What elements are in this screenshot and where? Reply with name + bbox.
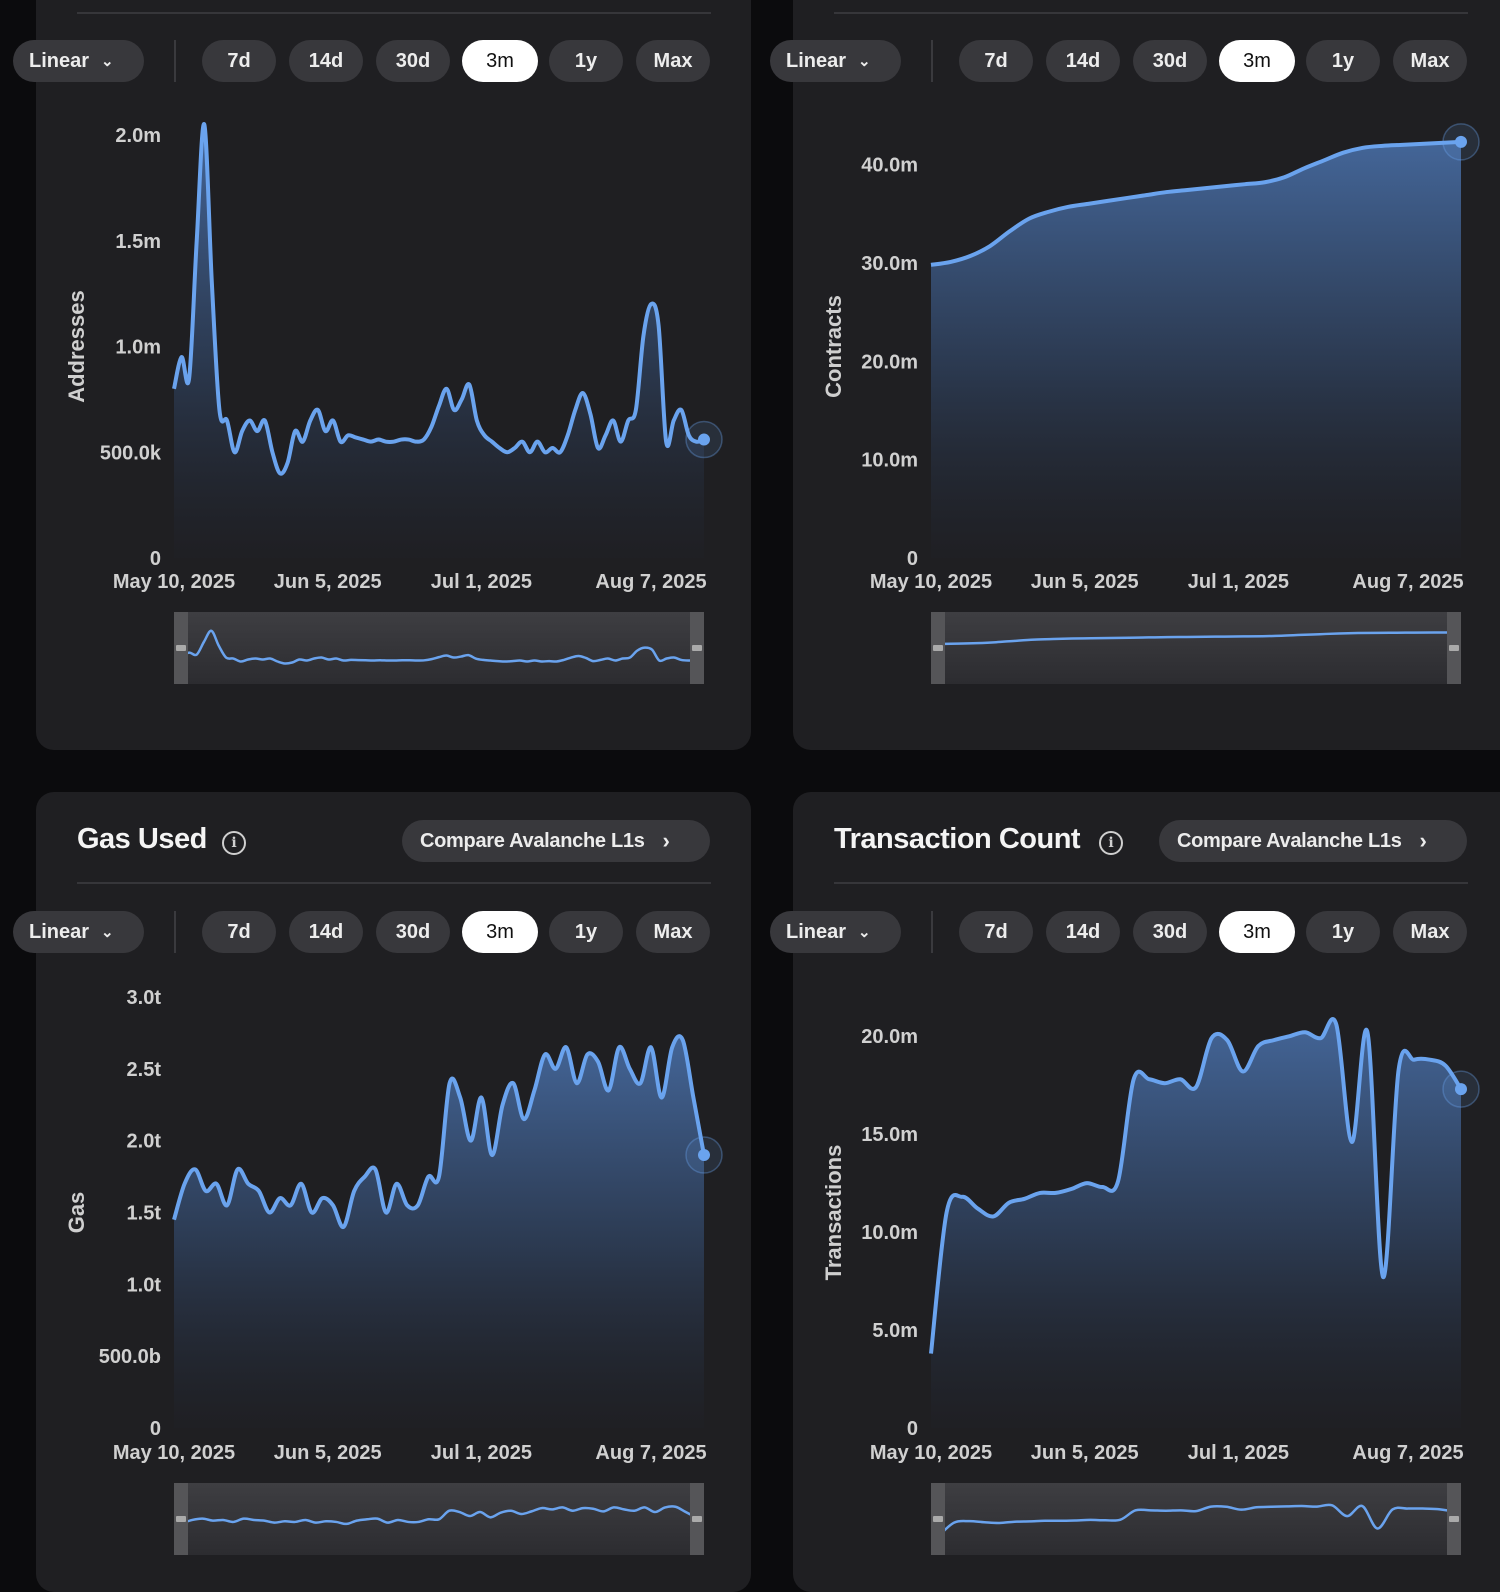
compare-avalanche-l1s-button[interactable]: Compare Avalanche L1s ›	[1159, 820, 1467, 862]
panel-title: Transaction Count	[834, 823, 1081, 855]
range-button-max[interactable]: Max	[1393, 40, 1467, 82]
controls-separator	[174, 40, 176, 82]
compare-avalanche-l1s-button[interactable]: Compare Avalanche L1s ›	[402, 820, 710, 862]
scale-dropdown[interactable]: Linear ⌄	[770, 911, 901, 953]
range-button-7d[interactable]: 7d	[959, 40, 1033, 82]
range-button-1y[interactable]: 1y	[1306, 911, 1380, 953]
card-active-addresses	[36, 0, 751, 750]
info-icon[interactable]: i	[1099, 831, 1123, 855]
range-button-30d[interactable]: 30d	[376, 911, 450, 953]
chevron-down-icon: ⌄	[858, 924, 871, 941]
range-button-14d[interactable]: 14d	[289, 911, 363, 953]
scale-label: Linear	[786, 920, 847, 943]
compare-button-label: Compare Avalanche L1s	[1177, 829, 1402, 852]
range-button-14d[interactable]: 14d	[289, 40, 363, 82]
range-button-max[interactable]: Max	[636, 40, 710, 82]
range-button-7d[interactable]: 7d	[202, 911, 276, 953]
scale-dropdown[interactable]: Linear ⌄	[13, 911, 144, 953]
range-button-1y[interactable]: 1y	[549, 40, 623, 82]
range-button-14d[interactable]: 14d	[1046, 40, 1120, 82]
range-button-3m[interactable]: 3m	[1219, 911, 1295, 953]
range-button-1y[interactable]: 1y	[549, 911, 623, 953]
header-divider	[77, 12, 711, 14]
range-button-7d[interactable]: 7d	[202, 40, 276, 82]
header-divider	[834, 882, 1468, 884]
info-icon[interactable]: i	[222, 831, 246, 855]
scale-label: Linear	[29, 920, 90, 943]
chevron-down-icon: ⌄	[101, 924, 114, 941]
chevron-right-icon: ›	[1419, 828, 1427, 853]
chevron-right-icon: ›	[662, 828, 670, 853]
range-button-3m[interactable]: 3m	[462, 911, 538, 953]
scale-dropdown[interactable]: Linear ⌄	[13, 40, 144, 82]
scale-dropdown[interactable]: Linear ⌄	[770, 40, 901, 82]
range-button-1y[interactable]: 1y	[1306, 40, 1380, 82]
controls-separator	[931, 40, 933, 82]
range-button-30d[interactable]: 30d	[376, 40, 450, 82]
range-button-30d[interactable]: 30d	[1133, 40, 1207, 82]
controls-separator	[174, 911, 176, 953]
range-button-7d[interactable]: 7d	[959, 911, 1033, 953]
scale-label: Linear	[786, 49, 847, 72]
range-button-30d[interactable]: 30d	[1133, 911, 1207, 953]
range-button-max[interactable]: Max	[1393, 911, 1467, 953]
controls-separator	[931, 911, 933, 953]
range-button-3m[interactable]: 3m	[462, 40, 538, 82]
panel-title: Gas Used	[77, 823, 207, 855]
compare-button-label: Compare Avalanche L1s	[420, 829, 645, 852]
range-button-max[interactable]: Max	[636, 911, 710, 953]
header-divider	[834, 12, 1468, 14]
header-divider	[77, 882, 711, 884]
chevron-down-icon: ⌄	[858, 53, 871, 70]
scale-label: Linear	[29, 49, 90, 72]
chevron-down-icon: ⌄	[101, 53, 114, 70]
range-button-14d[interactable]: 14d	[1046, 911, 1120, 953]
range-button-3m[interactable]: 3m	[1219, 40, 1295, 82]
card-contracts	[793, 0, 1500, 750]
